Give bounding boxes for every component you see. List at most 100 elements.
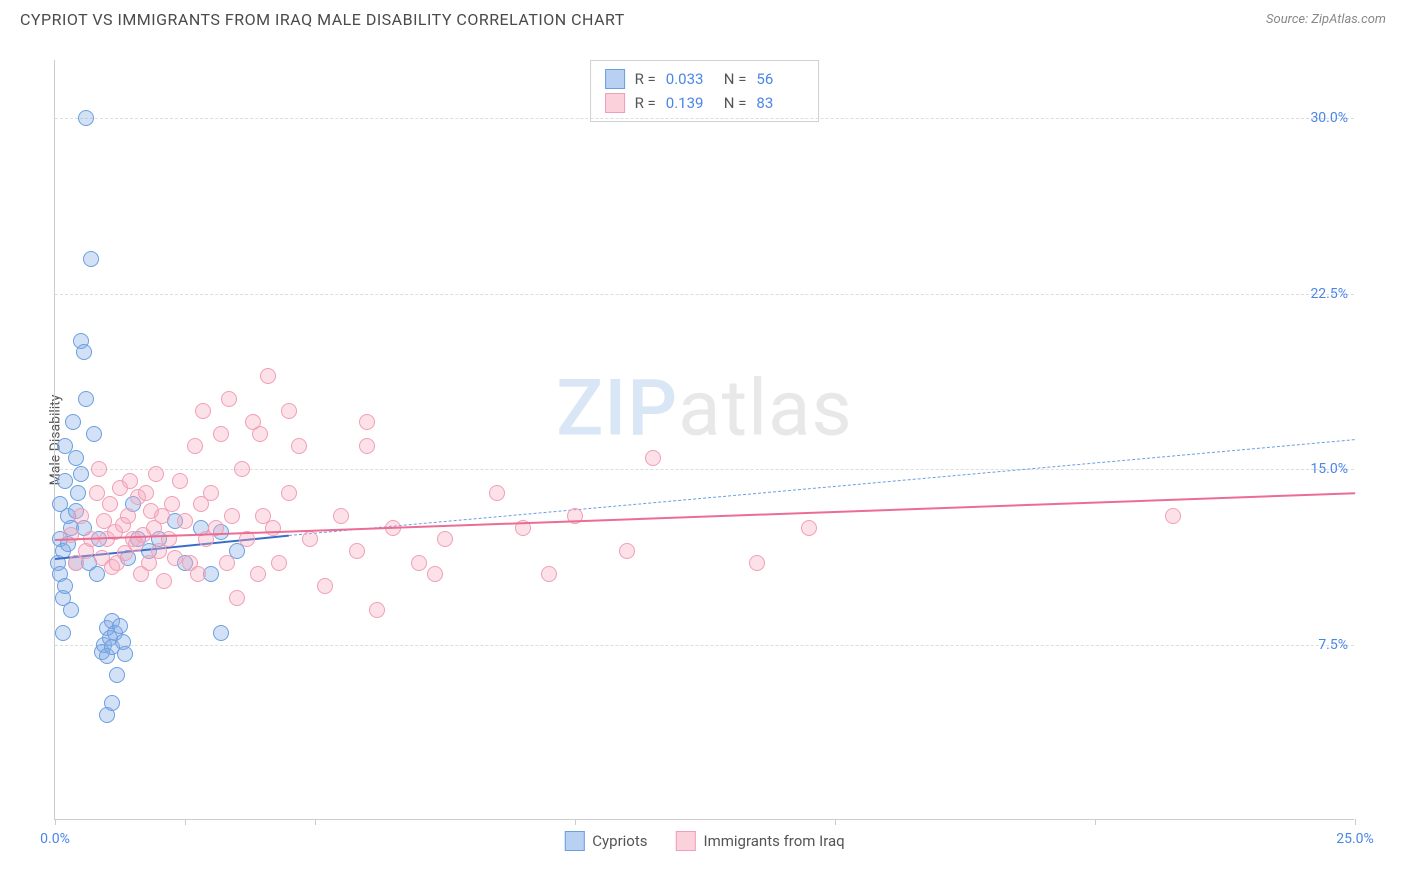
scatter-point [83,251,99,267]
scatter-point [221,391,237,407]
gridline-h [55,645,1354,646]
scatter-point [437,531,453,547]
scatter-point [291,438,307,454]
legend-swatch-bottom-1 [676,831,696,851]
scatter-point [73,508,89,524]
scatter-point [76,344,92,360]
chart-title: CYPRIOT VS IMMIGRANTS FROM IRAQ MALE DIS… [20,10,625,29]
r-value-1: 0.139 [666,94,714,112]
x-tick-label: 0.0% [40,831,70,847]
scatter-point [187,438,203,454]
scatter-point [749,555,765,571]
n-value-1: 83 [756,94,804,112]
scatter-point [138,485,154,501]
legend-swatch-1 [605,93,625,113]
scatter-point [89,485,105,501]
scatter-point [70,485,86,501]
scatter-point [489,485,505,501]
scatter-point [411,555,427,571]
scatter-point [333,508,349,524]
r-label: R = [635,94,656,112]
scatter-point [541,566,557,582]
watermark-zip: ZIP [556,364,678,455]
scatter-point [65,414,81,430]
scatter-point [120,508,136,524]
scatter-point [349,543,365,559]
x-tick [575,819,576,825]
x-tick-label: 25.0% [1336,831,1374,847]
gridline-h [55,294,1354,295]
scatter-point [57,578,73,594]
scatter-point [57,473,73,489]
scatter-point [117,646,133,662]
scatter-point [172,473,188,489]
scatter-point [369,602,385,618]
scatter-point [619,543,635,559]
scatter-point [281,485,297,501]
scatter-point [78,391,94,407]
y-tick-label: 30.0% [1310,110,1348,126]
scatter-point [229,590,245,606]
trend-line [289,439,1355,536]
scatter-point [271,555,287,571]
scatter-point [177,513,193,529]
y-tick-label: 7.5% [1318,637,1348,653]
legend-swatch-0 [605,69,625,89]
scatter-point [86,426,102,442]
legend-swatch-bottom-0 [564,831,584,851]
r-label: R = [635,70,656,88]
scatter-point [91,461,107,477]
scatter-point [302,531,318,547]
x-tick [1095,819,1096,825]
x-tick [55,819,56,825]
scatter-point [55,625,71,641]
legend-item-1: Immigrants from Iraq [676,831,845,851]
scatter-point [122,473,138,489]
chart-container: Male Disability ZIPatlas R = 0.033 N = 5… [20,40,1386,840]
scatter-point [359,438,375,454]
scatter-point [252,426,268,442]
legend-stats-row-0: R = 0.033 N = 56 [605,67,805,91]
legend-series: Cypriots Immigrants from Iraq [564,831,844,851]
scatter-point [167,550,183,566]
scatter-point [190,566,206,582]
legend-stats: R = 0.033 N = 56 R = 0.139 N = 83 [590,60,820,122]
scatter-point [645,450,661,466]
legend-stats-row-1: R = 0.139 N = 83 [605,91,805,115]
plot-area: ZIPatlas R = 0.033 N = 56 R = 0.139 N = … [54,60,1354,820]
scatter-point [219,555,235,571]
y-tick-label: 15.0% [1310,461,1348,477]
scatter-point [109,667,125,683]
watermark-atlas: atlas [678,364,853,455]
scatter-point [213,426,229,442]
scatter-point [260,368,276,384]
y-tick-label: 22.5% [1310,286,1348,302]
gridline-h [55,118,1354,119]
scatter-point [234,461,250,477]
scatter-point [224,508,240,524]
n-label: N = [724,94,747,112]
scatter-point [102,496,118,512]
scatter-point [250,566,266,582]
scatter-point [63,602,79,618]
scatter-point [164,496,180,512]
legend-item-0: Cypriots [564,831,647,851]
x-tick [315,819,316,825]
scatter-point [281,403,297,419]
scatter-point [156,573,172,589]
scatter-point [1165,508,1181,524]
r-value-0: 0.033 [666,70,714,88]
legend-label-0: Cypriots [592,832,647,850]
scatter-point [195,403,211,419]
scatter-point [359,414,375,430]
scatter-point [148,466,164,482]
scatter-point [317,578,333,594]
scatter-point [73,466,89,482]
chart-source: Source: ZipAtlas.com [1266,12,1386,27]
n-value-0: 56 [756,70,804,88]
scatter-point [104,695,120,711]
scatter-point [203,485,219,501]
x-tick [185,819,186,825]
scatter-point [213,625,229,641]
n-label: N = [724,70,747,88]
